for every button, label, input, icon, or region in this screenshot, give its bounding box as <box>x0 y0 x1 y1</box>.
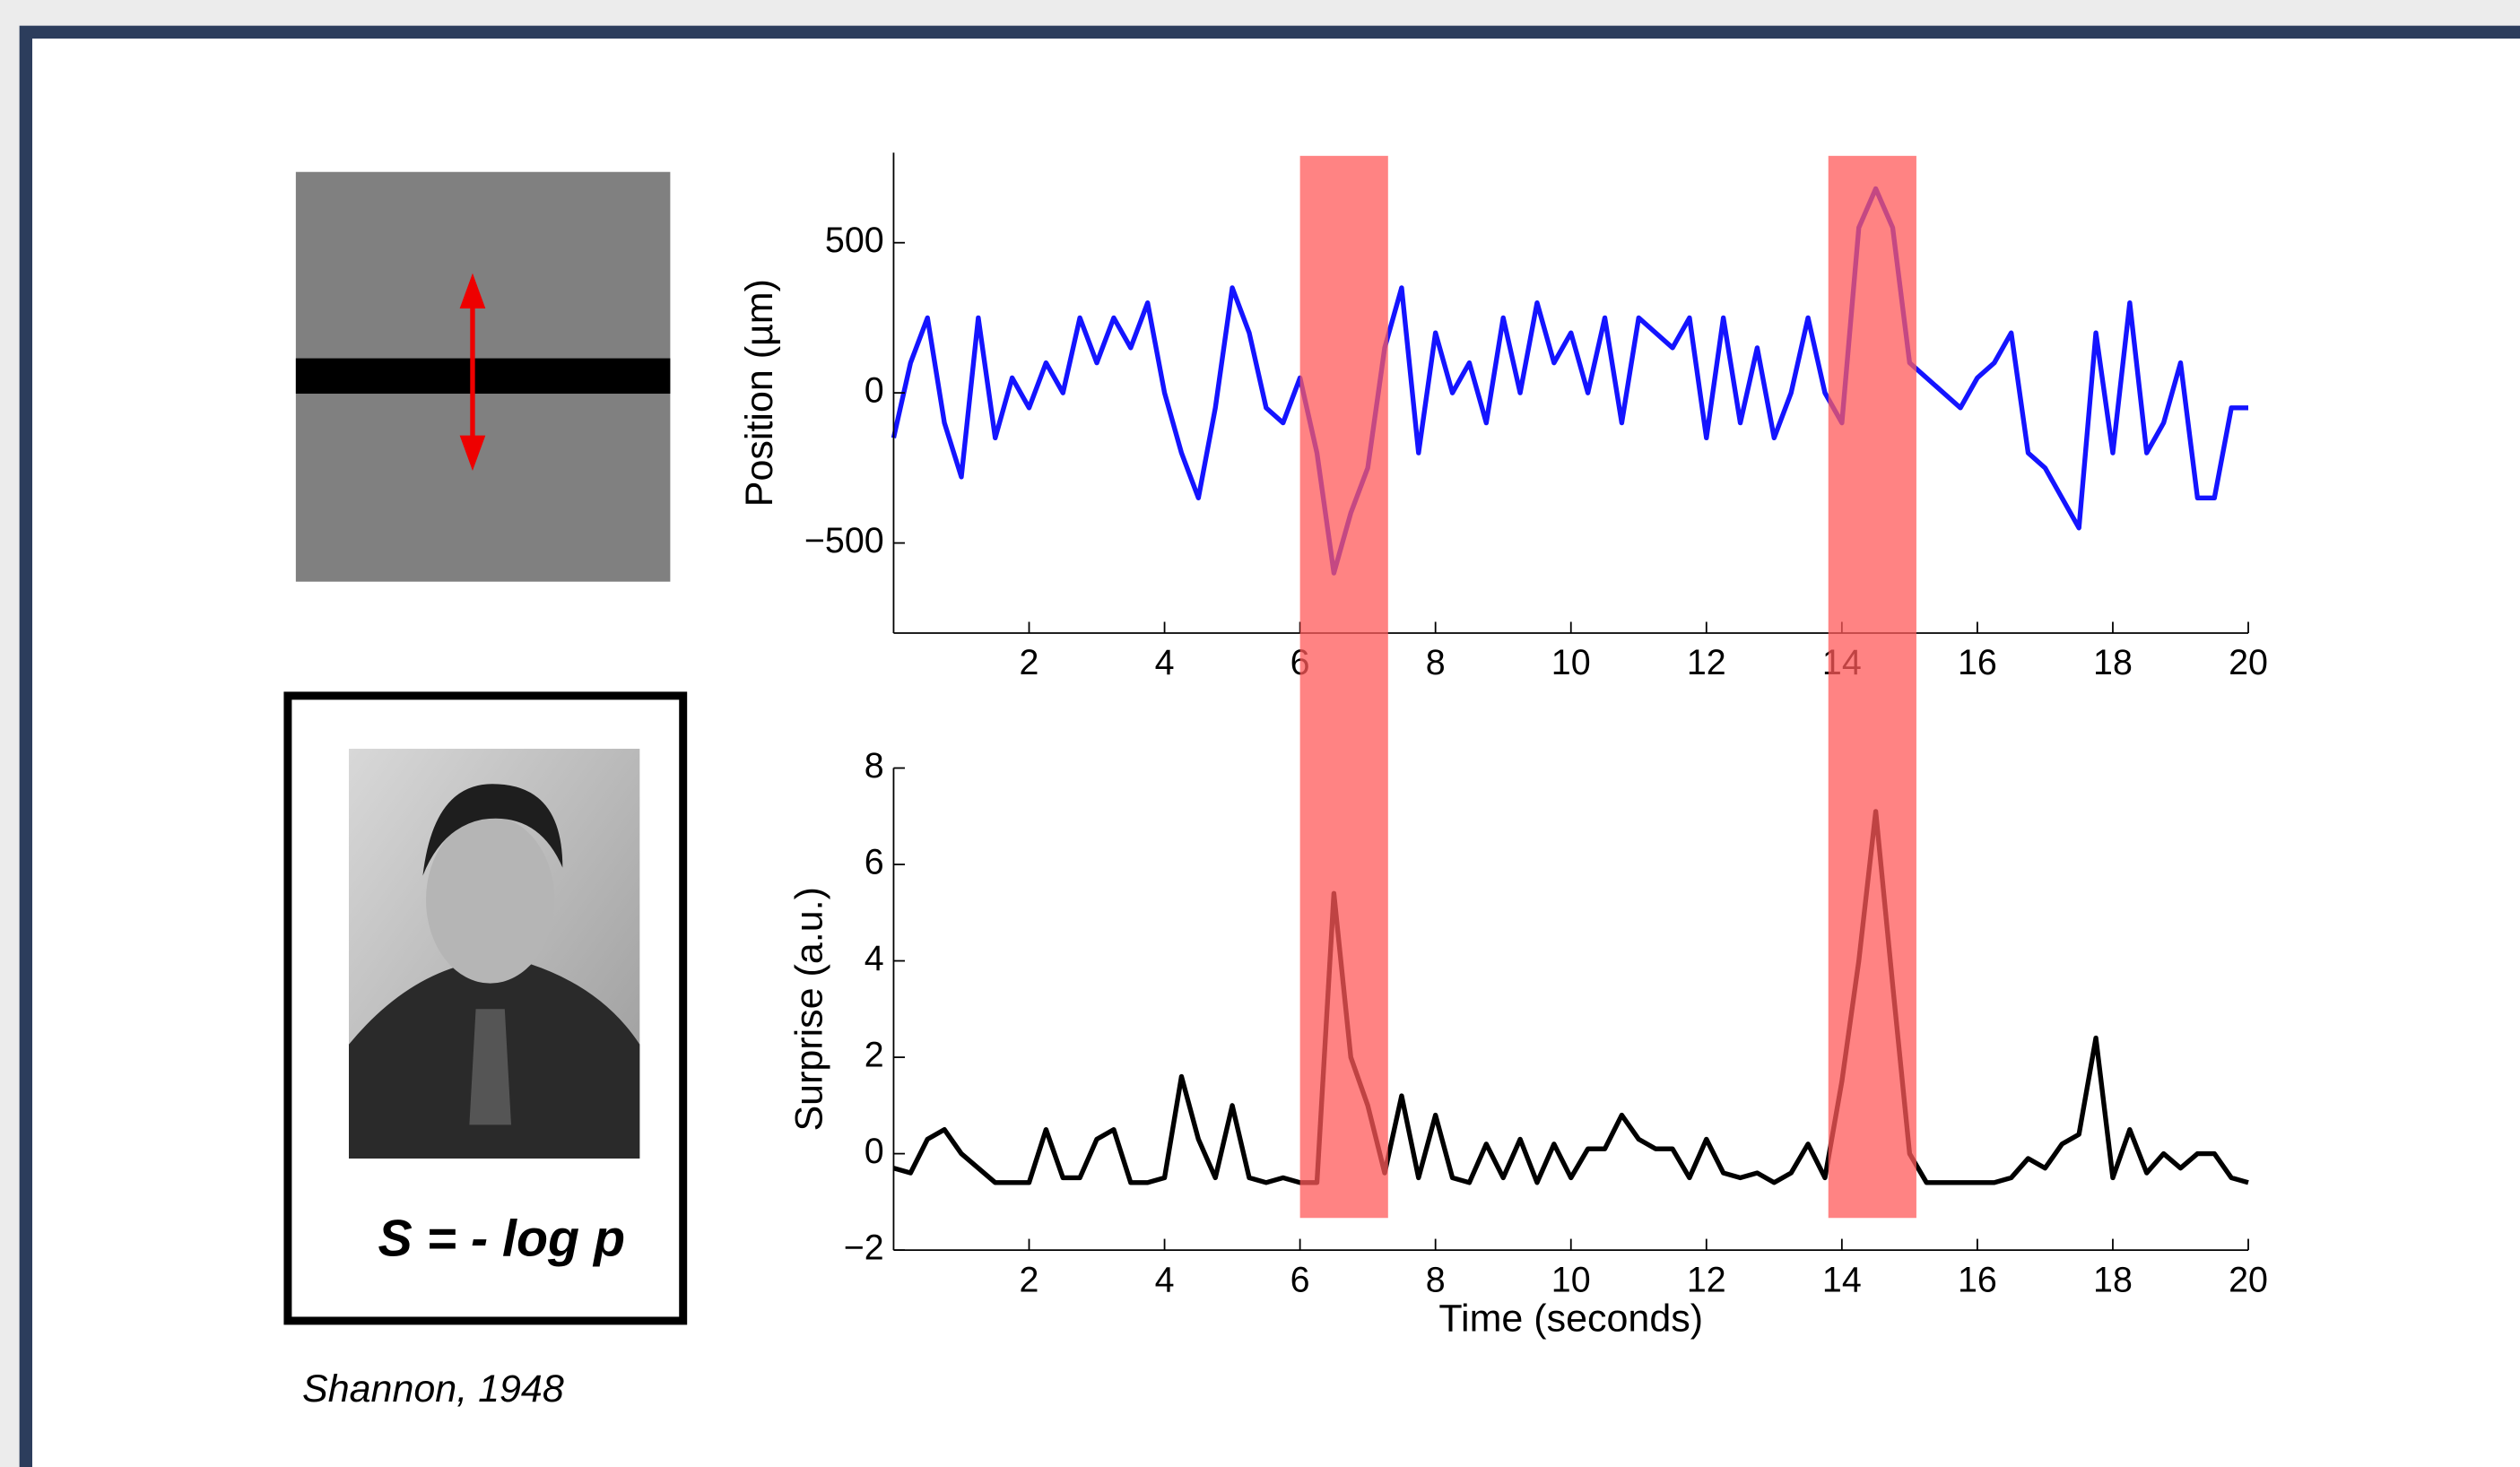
x-tick-label: 20 <box>2229 1260 2268 1299</box>
stimulus-bar <box>295 358 671 395</box>
x-tick-label: 8 <box>1426 643 1446 682</box>
x-tick-label: 12 <box>1687 643 1726 682</box>
highlight-band <box>1299 155 1388 1219</box>
portrait-face <box>426 816 555 984</box>
x-tick-label: 18 <box>2093 1260 2133 1299</box>
x-tick-label: 4 <box>1155 1260 1175 1299</box>
x-tick-label: 10 <box>1551 1260 1591 1299</box>
x-tick-label: 16 <box>1958 1260 1997 1299</box>
data-line <box>891 186 2249 576</box>
stimulus-icon <box>295 171 671 582</box>
x-axis-label: Time (seconds) <box>1438 1297 1703 1340</box>
y-tick-label: 0 <box>865 371 884 411</box>
y-axis-label: Surprise (a.u.) <box>787 887 830 1131</box>
arrow-head <box>459 273 486 309</box>
portrait-hair <box>422 784 563 876</box>
x-tick-label: 18 <box>2093 643 2133 682</box>
charts: −500 0 500 2 4 6 8 10 12 14 16 18 20 Position (µm) −2 0… <box>738 152 2268 1340</box>
x-tick-label: 4 <box>1155 643 1175 682</box>
y-tick-label: −500 <box>804 521 884 560</box>
y-tick-label: 0 <box>865 1132 884 1171</box>
y-tick-label: 2 <box>865 1035 884 1074</box>
y-tick-label: 500 <box>825 221 884 260</box>
y-tick-label: 6 <box>865 842 884 881</box>
arrow-head <box>459 435 486 472</box>
formula: S = - log p <box>378 1210 625 1267</box>
x-tick-label: 8 <box>1426 1260 1446 1299</box>
x-tick-label: 2 <box>1020 1260 1039 1299</box>
highlight-band <box>1828 155 1916 1219</box>
portrait-card: S = - log p <box>283 691 688 1325</box>
x-tick-label: 14 <box>1822 1260 1862 1299</box>
citation: Shannon, 1948 <box>302 1367 564 1411</box>
x-tick-label: 20 <box>2229 643 2268 682</box>
x-tick-label: 2 <box>1020 643 1039 682</box>
y-axis-label: Position (µm) <box>738 279 781 507</box>
x-tick-label: 16 <box>1958 643 1997 682</box>
x-tick-label: 6 <box>1290 1260 1310 1299</box>
x-tick-label: 12 <box>1687 1260 1726 1299</box>
y-tick-label: −2 <box>844 1228 884 1268</box>
y-tick-label: 4 <box>865 939 884 978</box>
data-line <box>892 809 2249 1185</box>
portrait-tie <box>469 1009 511 1125</box>
y-tick-label: 8 <box>865 746 884 786</box>
x-tick-label: 10 <box>1551 643 1591 682</box>
